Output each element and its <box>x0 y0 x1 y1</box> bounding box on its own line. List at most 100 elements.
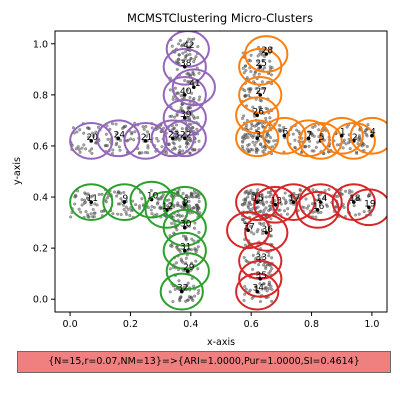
micro-cluster-circle <box>235 96 280 135</box>
data-point <box>256 250 260 254</box>
data-point <box>307 144 311 148</box>
data-point <box>260 80 264 84</box>
data-point <box>242 220 246 224</box>
data-point <box>149 208 153 212</box>
data-point <box>363 130 367 134</box>
data-point <box>196 193 200 197</box>
data-point <box>243 64 248 68</box>
data-point <box>177 53 181 57</box>
data-point <box>251 267 255 271</box>
data-point <box>126 207 130 211</box>
x-axis-ticks: 0.0 0.2 0.4 0.6 0.8 1.0 <box>63 312 379 330</box>
data-point <box>248 200 252 204</box>
data-point <box>240 116 245 120</box>
data-point <box>115 194 119 198</box>
data-point <box>90 147 94 151</box>
data-point <box>262 282 266 286</box>
y-tick-label: 0.8 <box>33 90 48 101</box>
micro-cluster-center <box>179 289 184 294</box>
micro-cluster-circle <box>162 47 207 86</box>
data-point <box>261 195 265 199</box>
data-point <box>75 130 79 134</box>
data-point <box>146 206 150 210</box>
data-point <box>185 40 189 44</box>
data-point <box>97 192 101 197</box>
data-point <box>184 261 188 265</box>
data-point <box>259 108 263 112</box>
data-point <box>196 208 200 212</box>
data-point <box>293 138 297 142</box>
data-point <box>322 138 326 142</box>
micro-cluster-center <box>318 200 323 204</box>
micro-cluster-label: 13 <box>271 197 282 207</box>
data-point <box>178 250 182 254</box>
data-point <box>260 255 264 259</box>
data-point <box>181 59 185 63</box>
data-point <box>182 42 186 46</box>
data-point <box>190 237 194 241</box>
data-point <box>76 145 80 149</box>
data-point <box>251 135 255 140</box>
micro-cluster-center <box>182 64 187 69</box>
micro-cluster-circle <box>226 211 271 250</box>
data-point <box>249 69 253 74</box>
data-point <box>155 202 159 206</box>
data-point <box>178 145 182 149</box>
data-point <box>190 194 194 198</box>
data-point <box>89 212 93 216</box>
data-point <box>188 95 192 100</box>
data-point <box>186 105 190 109</box>
data-point <box>196 267 200 271</box>
micro-cluster-center <box>186 269 190 273</box>
data-point <box>80 203 84 207</box>
data-point <box>265 289 269 293</box>
data-point <box>189 38 193 42</box>
data-point <box>184 237 188 241</box>
data-point <box>193 247 197 251</box>
data-point <box>197 288 201 293</box>
micro-cluster-circle <box>162 185 207 224</box>
data-point <box>268 116 272 120</box>
data-point <box>188 45 192 49</box>
data-point <box>256 90 260 94</box>
data-point <box>171 97 175 102</box>
data-point <box>241 139 245 143</box>
data-point <box>124 124 128 128</box>
data-point <box>78 150 82 154</box>
data-point <box>181 149 185 153</box>
data-point <box>263 148 267 152</box>
micro-cluster-circle <box>162 119 207 158</box>
data-point <box>245 147 249 151</box>
data-point <box>258 221 262 225</box>
micro-cluster-label: 14 <box>316 194 328 204</box>
data-point <box>252 232 256 236</box>
data-point <box>176 201 180 205</box>
micro-cluster-center <box>255 136 260 141</box>
data-point <box>77 207 81 211</box>
micro-cluster-center <box>258 276 263 281</box>
data-point <box>178 148 182 152</box>
micro-cluster-center <box>255 289 260 294</box>
micro-cluster-label: 38 <box>180 59 192 69</box>
micro-cluster-label: 12 <box>162 202 173 212</box>
data-point <box>314 145 318 149</box>
data-point <box>179 136 183 141</box>
micro-cluster-label: 9 <box>123 194 129 204</box>
data-point <box>270 145 275 149</box>
data-point <box>171 147 175 152</box>
micro-cluster-center <box>264 231 269 235</box>
data-point <box>187 199 191 203</box>
data-point <box>194 259 198 263</box>
data-point <box>243 89 247 93</box>
micro-cluster-circle <box>319 116 364 155</box>
micro-cluster-center <box>273 202 278 207</box>
data-point <box>270 299 274 303</box>
data-point <box>173 287 177 291</box>
data-point <box>160 145 164 149</box>
micro-cluster-label: 36 <box>262 225 274 235</box>
micro-cluster-center <box>255 113 260 118</box>
data-point <box>92 215 96 219</box>
micro-cluster-circle <box>69 183 114 222</box>
data-point <box>246 204 250 208</box>
data-point <box>260 86 264 91</box>
